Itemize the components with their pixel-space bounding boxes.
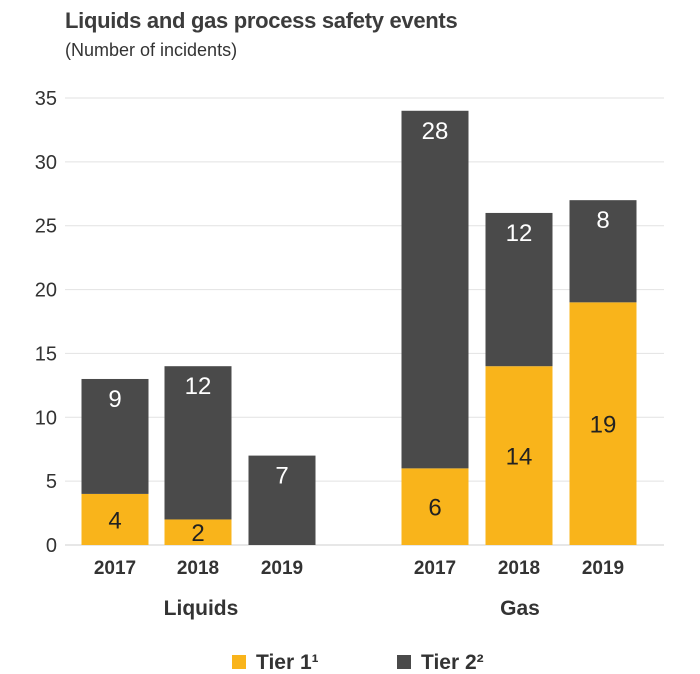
x-tick-label: 2017 (414, 558, 456, 579)
legend-label: Tier 1¹ (256, 651, 319, 674)
bar-liquids-2017-tier1 (81, 493, 149, 545)
y-tick-label: 20 (35, 280, 57, 302)
chart-subtitle: (Number of incidents) (65, 40, 238, 60)
bar-gas-2017-tier1 (401, 468, 469, 545)
bar-gas-2017-tier2 (401, 110, 469, 469)
data-label: 12 (506, 220, 533, 247)
data-label: 9 (108, 386, 121, 413)
legend-swatch (397, 655, 411, 669)
data-label: 12 (185, 373, 212, 400)
data-label: 7 (275, 463, 288, 490)
x-tick-label: 2018 (498, 558, 540, 579)
y-tick-label: 25 (35, 216, 57, 238)
bar-gas-2019-tier2 (569, 200, 637, 303)
y-tick-label: 0 (46, 535, 57, 557)
data-label: 28 (422, 118, 449, 145)
bar-gas-2019-tier1 (569, 302, 637, 545)
data-label: 8 (596, 207, 609, 234)
data-label: 2 (191, 520, 204, 547)
chart-title: Liquids and gas process safety events (65, 8, 458, 33)
y-tick-label: 30 (35, 152, 57, 174)
bar-liquids-2019-tier2 (248, 455, 316, 545)
y-tick-label: 5 (46, 471, 57, 493)
y-tick-label: 10 (35, 407, 57, 429)
data-label: 19 (590, 412, 617, 439)
data-label: 6 (428, 495, 441, 522)
data-label: 4 (108, 507, 121, 534)
bar-liquids-2018-tier2 (164, 366, 232, 520)
legend-label: Tier 2² (421, 651, 484, 674)
x-tick-label: 2018 (177, 558, 219, 579)
legend-swatch (232, 655, 246, 669)
x-tick-label: 2019 (261, 558, 303, 579)
bar-liquids-2017-tier2 (81, 378, 149, 494)
x-tick-label: 2017 (94, 558, 136, 579)
group-label: Liquids (164, 597, 239, 620)
y-tick-label: 35 (35, 88, 57, 110)
data-label: 14 (506, 444, 533, 471)
y-tick-label: 15 (35, 343, 57, 365)
x-tick-label: 2019 (582, 558, 624, 579)
group-label: Gas (500, 597, 540, 620)
bar-liquids-2018-tier1 (164, 519, 232, 545)
bar-gas-2018-tier1 (485, 366, 553, 545)
bar-gas-2018-tier2 (485, 212, 553, 367)
